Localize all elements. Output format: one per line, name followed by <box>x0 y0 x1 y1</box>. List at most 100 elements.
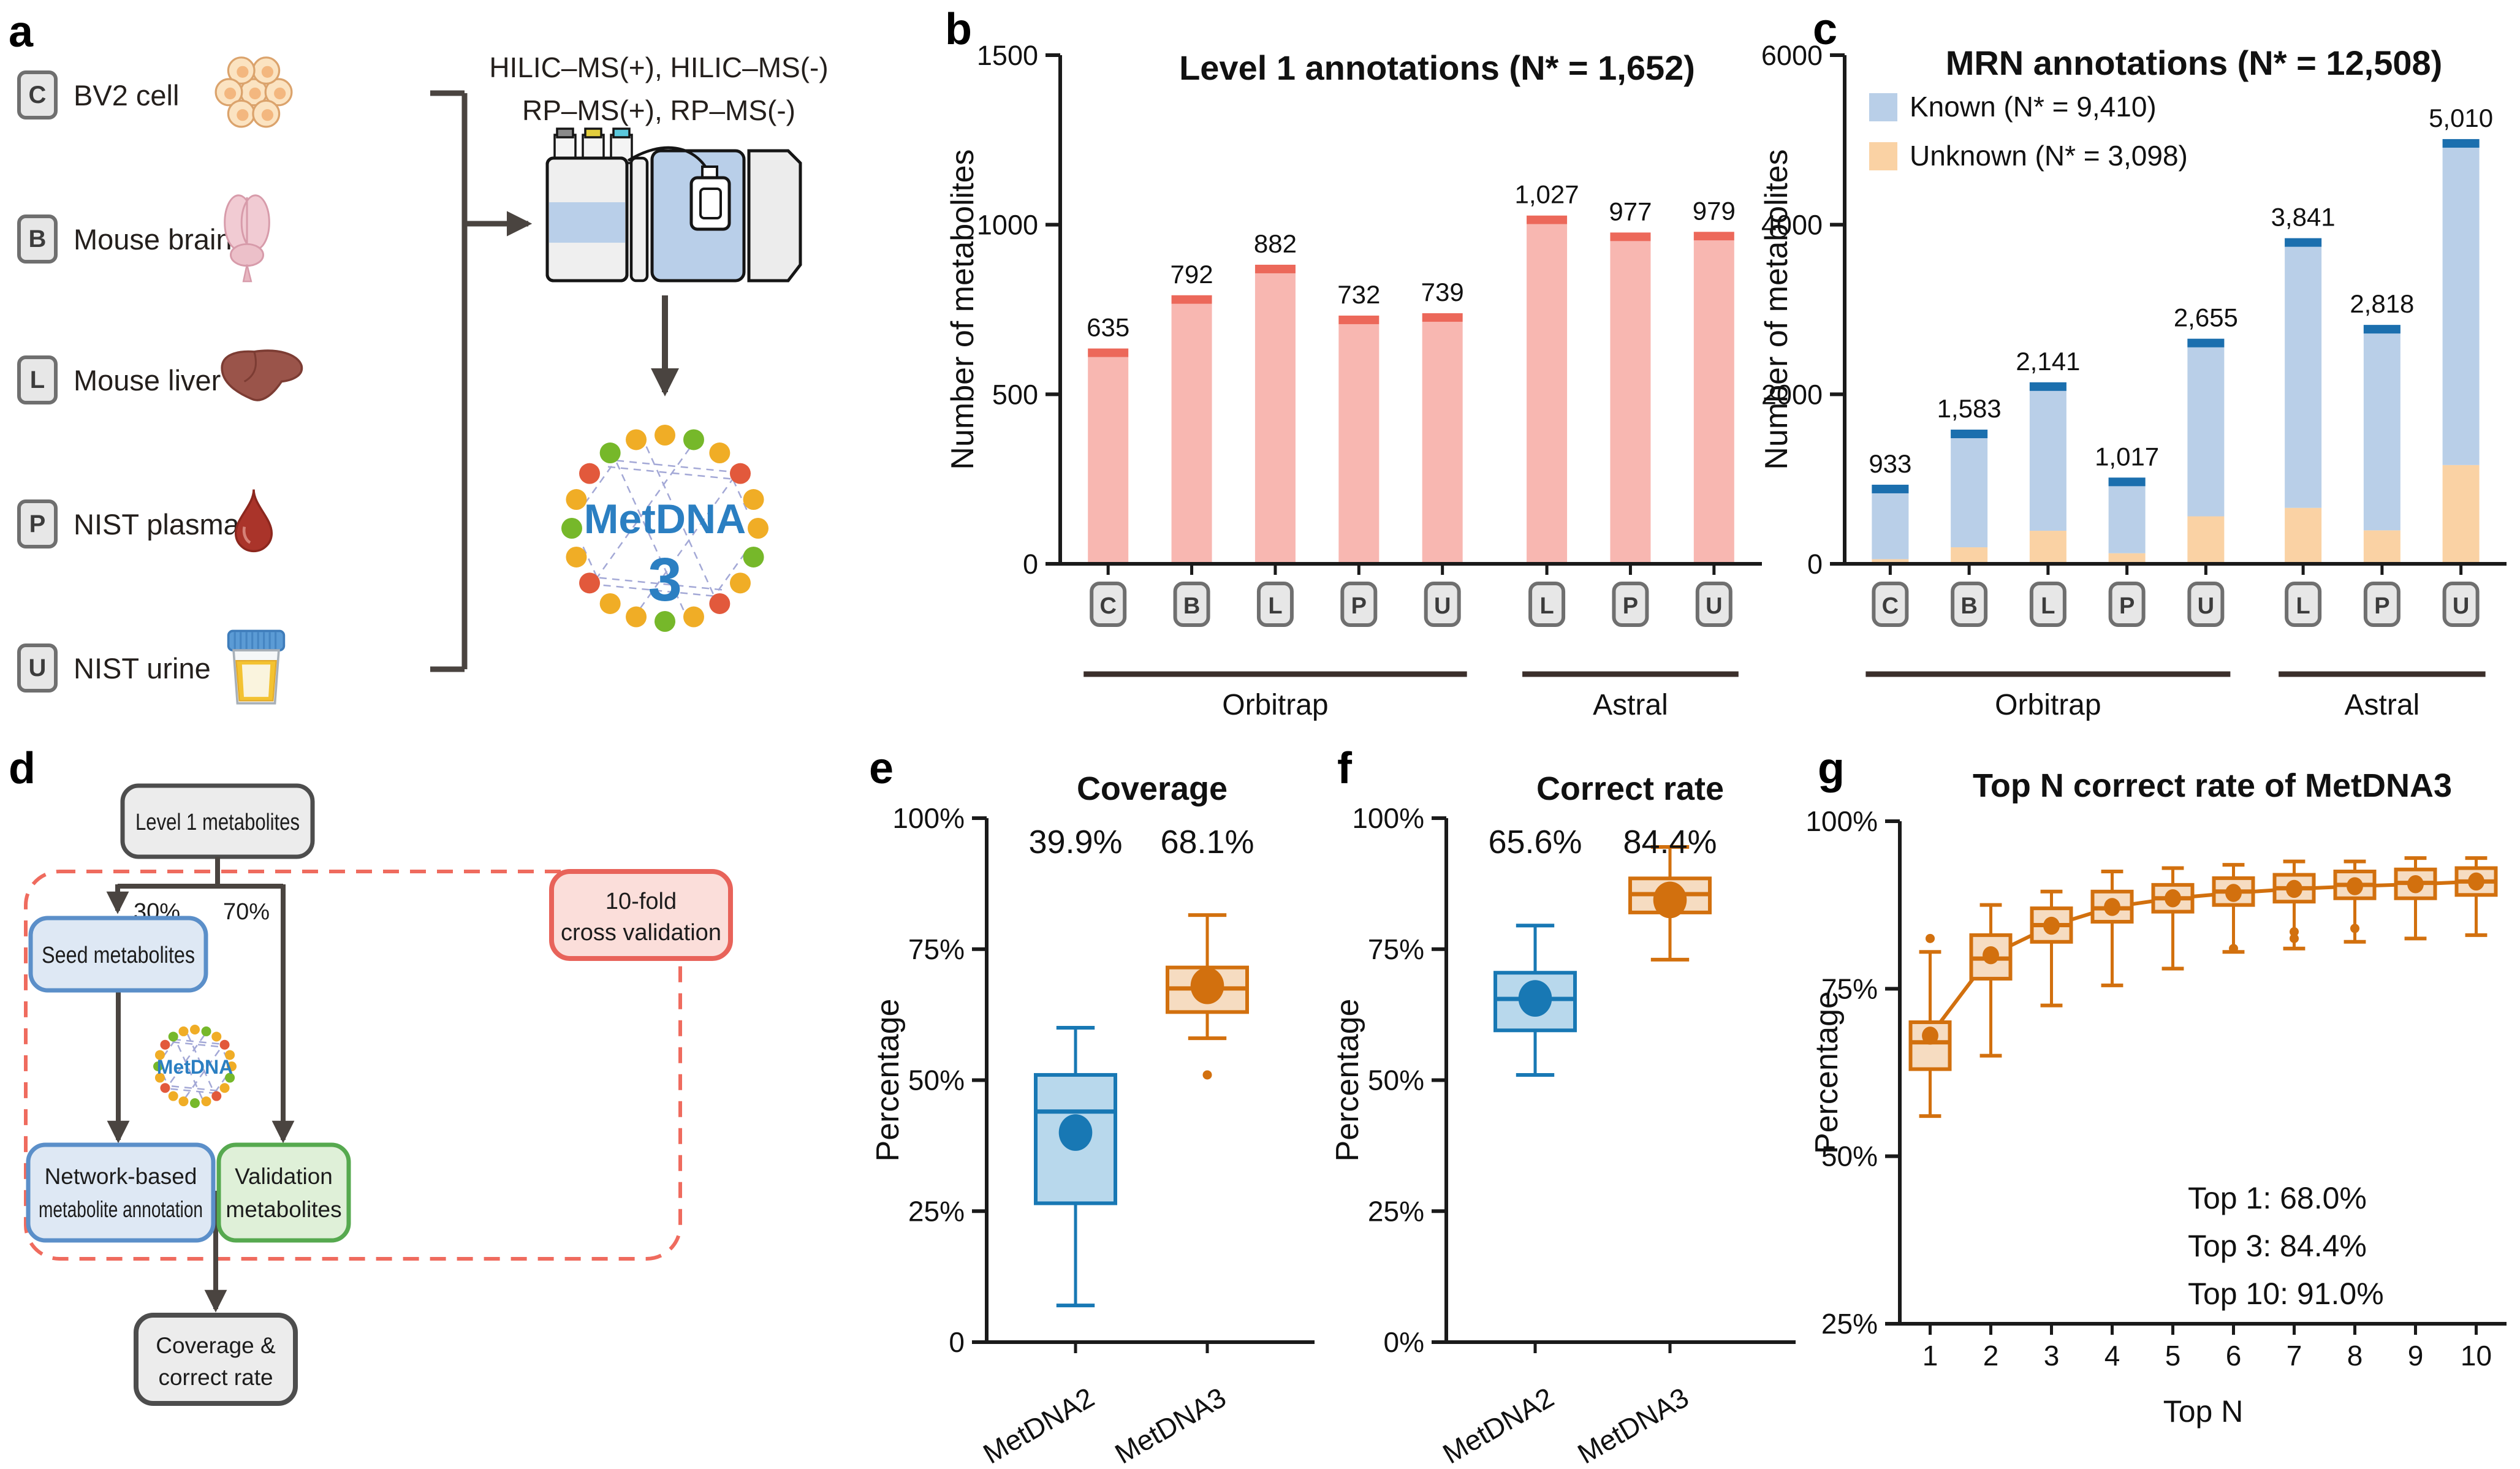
sample-label: NIST urine <box>74 651 211 685</box>
logo-node-dot <box>154 1050 165 1060</box>
mean-dot <box>1190 967 1224 1004</box>
stacked-bar <box>2029 382 2066 564</box>
bar-value-label: 977 <box>1609 197 1652 226</box>
bar-value-label: 739 <box>1421 278 1464 306</box>
logo-node-dot <box>219 1083 230 1093</box>
coverage-line1: Coverage & <box>156 1333 276 1358</box>
stacked-bar <box>1872 484 1909 564</box>
boxplot <box>1493 924 1577 1077</box>
network-box: Network-based metabolite annotation <box>26 1142 216 1243</box>
sample-row-mouse-brain: B Mouse brain <box>17 185 311 293</box>
category-chip-letter: L <box>2296 593 2310 619</box>
logo-node-dot <box>168 1031 178 1042</box>
crossval-box: 10-fold cross validation <box>549 869 733 961</box>
x-axis-tick-label: 9 <box>2408 1340 2424 1372</box>
y-axis-tick-label: 2000 <box>1761 379 1823 410</box>
level1-label: Level 1 metabolites <box>135 810 300 835</box>
y-axis-tick-label: 0% <box>1384 1326 1424 1358</box>
x-axis-title: Top N <box>2163 1394 2244 1429</box>
panel-a-workflow: HILIC–MS(+), HILIC–MS(-) RP–MS(+), RP–MS… <box>430 51 829 672</box>
outlier-dot <box>2229 944 2238 954</box>
outlier-dot <box>1926 933 1935 943</box>
chart-title: MRN annotations (N* = 12,508) <box>1946 44 2443 82</box>
category-chip-letter: P <box>2119 593 2135 619</box>
cross-validation-region-outline <box>24 870 682 1261</box>
mean-annotation: 39.9% <box>1028 824 1122 860</box>
boxplot <box>1628 845 1712 962</box>
bar <box>1422 313 1463 564</box>
y-axis-tick-label: 75% <box>1368 933 1424 965</box>
sample-code-chip: B <box>17 214 58 264</box>
x-axis-tick-label: MetDNA3 <box>1572 1381 1694 1469</box>
category-chip: U <box>1424 582 1461 627</box>
boxplot <box>2030 889 2073 1008</box>
logo-wordmark: MetDNA <box>157 1056 233 1078</box>
x-axis-tick-label: 1 <box>1922 1340 1938 1372</box>
logo-node-dot <box>153 1061 163 1071</box>
panel-label-d: d <box>9 744 36 793</box>
y-axis-title: Percentage <box>870 999 906 1162</box>
panel-label-f: f <box>1337 744 1352 793</box>
x-axis-tick-label: MetDNA3 <box>1109 1381 1231 1469</box>
category-chip-letter: U <box>2198 593 2214 619</box>
x-axis-tick-label: 10 <box>2461 1340 2492 1372</box>
x-axis-tick-label: 6 <box>2226 1340 2242 1372</box>
logo-node-dot <box>655 425 675 446</box>
x-axis-tick-label: 7 <box>2287 1340 2302 1372</box>
urine-cup-icon <box>221 624 292 712</box>
legend-item: Known (N* = 9,410) <box>1869 91 2157 123</box>
mean-annotation: 68.1% <box>1160 824 1254 860</box>
bar-total-label: 933 <box>1869 449 1911 478</box>
logo-node-dot <box>748 518 769 539</box>
logo-node-dot <box>190 1025 200 1034</box>
logo-node-dot <box>227 1061 237 1071</box>
mouse-liver-icon <box>214 344 308 416</box>
metdna-logo-small: MetDNA <box>153 1025 237 1108</box>
category-chip: L <box>1528 582 1566 627</box>
pct70-label: 70% <box>223 899 270 925</box>
y-axis-tick-label: 0 <box>1023 549 1038 580</box>
sample-code-chip: L <box>17 355 58 404</box>
logo-node-dot <box>599 593 621 614</box>
category-chip-letter: L <box>2041 593 2055 619</box>
mouse-brain-icon <box>214 191 281 287</box>
category-chip: U <box>1695 582 1733 627</box>
bar-total-label: 5,010 <box>2429 104 2493 132</box>
logo-node-dot <box>160 1083 170 1093</box>
logo-node-dot <box>709 593 731 614</box>
y-axis-tick-label: 100% <box>1352 802 1424 834</box>
boxplot <box>2212 863 2255 954</box>
sample-label: BV2 cell <box>74 78 180 112</box>
boxplot <box>2454 856 2498 937</box>
bar-total-label: 1,583 <box>1937 394 2002 423</box>
logo-node-dot <box>190 1098 200 1108</box>
logo-node-dot <box>201 1096 211 1107</box>
y-axis-tick-label: 1000 <box>977 210 1038 241</box>
logo-node-dot <box>579 463 601 484</box>
outlier-dot <box>2290 927 2299 936</box>
bar <box>1171 295 1212 564</box>
group-label: Orbitrap <box>1995 689 2101 721</box>
lc-ms-methods-line1: HILIC–MS(+), HILIC–MS(-) <box>489 51 828 83</box>
bar-value-label: 979 <box>1693 196 1736 225</box>
mean-dot <box>1922 1027 1938 1045</box>
category-chip-letter: P <box>2374 593 2389 619</box>
category-chip-letter: B <box>1183 593 1200 619</box>
logo-node-dot <box>225 1050 235 1060</box>
sample-row-nist-urine: U NIST urine <box>17 614 311 722</box>
category-chip: L <box>2285 582 2322 627</box>
outlier-dot <box>2350 924 2359 933</box>
stacked-bar <box>1951 430 1988 564</box>
mass-spectrometer-icon <box>545 127 802 283</box>
logo-node-dot <box>626 429 647 450</box>
chart-title: Top N correct rate of MetDNA3 <box>1973 767 2452 804</box>
panel-label-g: g <box>1818 744 1845 793</box>
bar-total-label: 3,841 <box>2271 203 2336 232</box>
chart-title: Level 1 annotations (N* = 1,652) <box>1179 48 1695 87</box>
mean-dot <box>1653 881 1687 919</box>
logo-version: 3 <box>648 545 682 614</box>
mean-dot <box>2165 889 2181 908</box>
y-axis-tick-label: 6000 <box>1761 40 1823 71</box>
x-axis-tick-label: 5 <box>2165 1340 2181 1372</box>
y-axis-tick-label: 500 <box>992 379 1038 410</box>
